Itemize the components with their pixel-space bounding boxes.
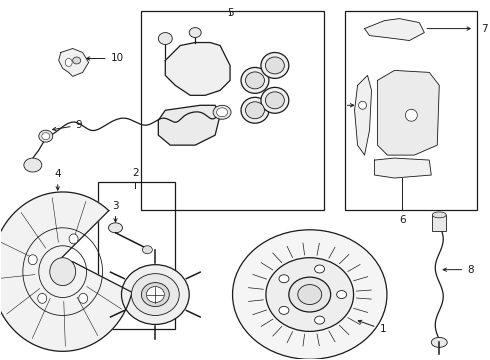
- Bar: [432, 215, 446, 231]
- Polygon shape: [365, 19, 424, 41]
- Polygon shape: [158, 105, 220, 145]
- Ellipse shape: [405, 109, 417, 121]
- Ellipse shape: [289, 277, 331, 312]
- Ellipse shape: [69, 234, 78, 244]
- Ellipse shape: [217, 108, 227, 117]
- Ellipse shape: [39, 130, 53, 142]
- Ellipse shape: [241, 97, 269, 123]
- Polygon shape: [377, 71, 439, 155]
- Bar: [98, 182, 175, 329]
- Text: 6: 6: [399, 215, 406, 225]
- Text: 4: 4: [54, 169, 61, 190]
- Ellipse shape: [266, 57, 284, 74]
- Polygon shape: [374, 158, 431, 178]
- Ellipse shape: [143, 246, 152, 254]
- Text: 5: 5: [227, 8, 233, 18]
- Ellipse shape: [233, 230, 387, 359]
- Polygon shape: [165, 42, 230, 95]
- Text: 3: 3: [112, 201, 119, 222]
- Ellipse shape: [131, 274, 179, 315]
- Ellipse shape: [158, 32, 172, 45]
- Ellipse shape: [108, 223, 122, 233]
- Ellipse shape: [279, 306, 289, 314]
- Polygon shape: [59, 49, 89, 76]
- Ellipse shape: [245, 72, 265, 89]
- Bar: [142, 11, 324, 210]
- Ellipse shape: [315, 265, 324, 273]
- Ellipse shape: [65, 58, 72, 67]
- Text: 2: 2: [132, 168, 139, 178]
- Ellipse shape: [73, 57, 81, 64]
- Ellipse shape: [245, 102, 265, 119]
- Ellipse shape: [213, 105, 231, 119]
- Ellipse shape: [359, 101, 367, 109]
- Ellipse shape: [189, 28, 201, 37]
- Text: 1: 1: [358, 320, 386, 334]
- Ellipse shape: [432, 212, 446, 218]
- Ellipse shape: [24, 158, 42, 172]
- Ellipse shape: [50, 258, 75, 285]
- Ellipse shape: [42, 133, 50, 140]
- Ellipse shape: [142, 283, 169, 306]
- Ellipse shape: [122, 265, 189, 324]
- Ellipse shape: [337, 291, 346, 298]
- Ellipse shape: [261, 87, 289, 113]
- Ellipse shape: [266, 92, 284, 109]
- Text: 10: 10: [87, 54, 123, 63]
- Ellipse shape: [241, 67, 269, 93]
- Ellipse shape: [315, 316, 324, 324]
- Ellipse shape: [298, 285, 322, 305]
- Ellipse shape: [28, 255, 37, 265]
- Ellipse shape: [79, 293, 88, 303]
- Text: 9: 9: [52, 120, 82, 131]
- Polygon shape: [355, 75, 371, 155]
- Text: 7: 7: [481, 24, 488, 33]
- Ellipse shape: [38, 293, 47, 303]
- Ellipse shape: [279, 275, 289, 283]
- Bar: [344, 11, 477, 210]
- Ellipse shape: [147, 287, 164, 302]
- Ellipse shape: [261, 53, 289, 78]
- Text: 8: 8: [443, 265, 474, 275]
- Ellipse shape: [431, 337, 447, 347]
- Polygon shape: [0, 192, 132, 351]
- Ellipse shape: [266, 258, 354, 332]
